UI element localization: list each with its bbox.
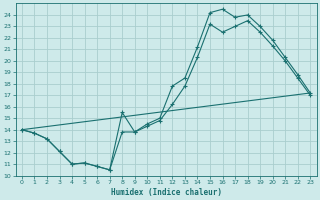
X-axis label: Humidex (Indice chaleur): Humidex (Indice chaleur) [111,188,221,197]
